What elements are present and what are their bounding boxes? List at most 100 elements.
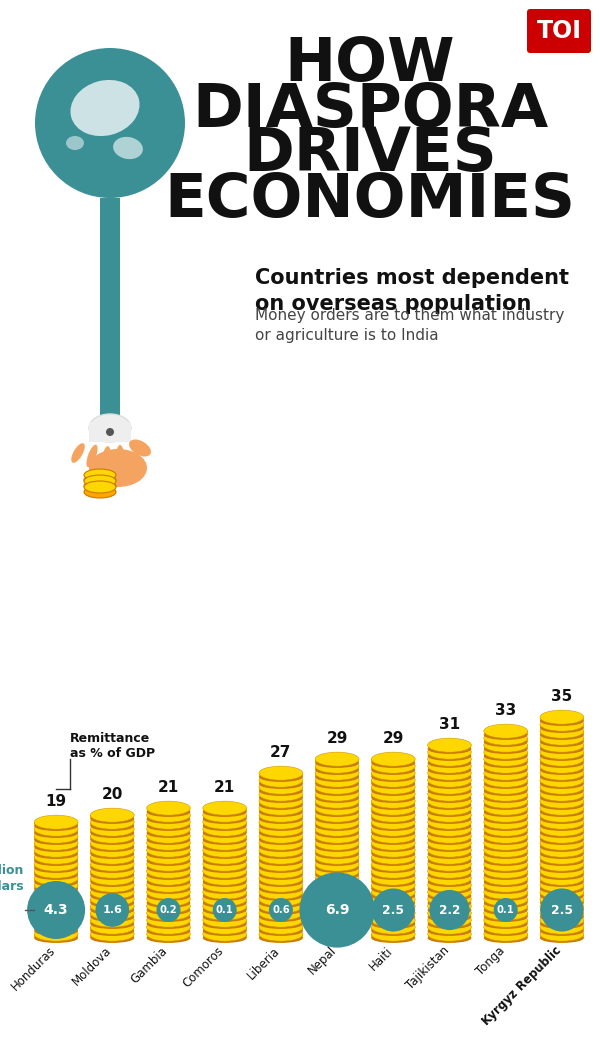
Ellipse shape: [371, 773, 415, 787]
Ellipse shape: [428, 815, 472, 824]
Ellipse shape: [540, 933, 584, 943]
Bar: [428, 865, 472, 868]
Bar: [428, 878, 472, 882]
Ellipse shape: [146, 815, 190, 824]
Ellipse shape: [484, 773, 527, 787]
Ellipse shape: [484, 751, 527, 761]
Bar: [34, 878, 78, 882]
Bar: [484, 871, 527, 875]
Ellipse shape: [146, 856, 190, 866]
Ellipse shape: [315, 780, 359, 794]
Bar: [34, 899, 78, 903]
Ellipse shape: [484, 850, 527, 865]
Ellipse shape: [371, 772, 415, 782]
Bar: [371, 822, 415, 826]
Ellipse shape: [371, 759, 415, 773]
Ellipse shape: [84, 469, 116, 481]
Ellipse shape: [91, 828, 134, 838]
Ellipse shape: [428, 884, 472, 894]
Ellipse shape: [146, 906, 190, 920]
Ellipse shape: [259, 898, 303, 907]
Bar: [91, 914, 134, 917]
Bar: [259, 773, 303, 777]
Bar: [34, 892, 78, 896]
Ellipse shape: [540, 835, 584, 845]
Bar: [540, 899, 584, 903]
Bar: [484, 767, 527, 770]
Bar: [203, 878, 247, 882]
Ellipse shape: [91, 891, 134, 901]
Ellipse shape: [203, 856, 247, 866]
Ellipse shape: [315, 829, 359, 843]
Circle shape: [157, 898, 181, 922]
Ellipse shape: [259, 780, 303, 794]
Bar: [371, 794, 415, 798]
Ellipse shape: [484, 898, 527, 907]
Ellipse shape: [371, 926, 415, 936]
Bar: [91, 906, 134, 909]
Bar: [540, 836, 584, 840]
Bar: [203, 886, 247, 889]
Ellipse shape: [259, 856, 303, 866]
Bar: [315, 829, 359, 833]
Ellipse shape: [371, 822, 415, 836]
Ellipse shape: [146, 933, 190, 943]
Ellipse shape: [428, 793, 472, 803]
Bar: [315, 801, 359, 805]
Ellipse shape: [34, 842, 78, 852]
Ellipse shape: [259, 836, 303, 850]
Ellipse shape: [371, 892, 415, 906]
Ellipse shape: [203, 912, 247, 922]
Ellipse shape: [371, 865, 415, 878]
Ellipse shape: [146, 829, 190, 843]
Ellipse shape: [101, 446, 110, 469]
Ellipse shape: [34, 828, 78, 838]
Ellipse shape: [146, 871, 190, 886]
Bar: [34, 850, 78, 854]
Text: 2.2: 2.2: [439, 903, 460, 917]
Ellipse shape: [146, 898, 190, 907]
Ellipse shape: [428, 829, 472, 843]
Ellipse shape: [259, 816, 303, 829]
Ellipse shape: [484, 877, 527, 887]
Bar: [484, 829, 527, 833]
Ellipse shape: [315, 926, 359, 936]
Ellipse shape: [146, 891, 190, 901]
Ellipse shape: [315, 877, 359, 887]
Ellipse shape: [484, 767, 527, 780]
Ellipse shape: [484, 857, 527, 871]
Ellipse shape: [259, 767, 303, 780]
Bar: [540, 780, 584, 784]
Bar: [371, 767, 415, 770]
Bar: [259, 935, 303, 938]
Bar: [89, 422, 131, 442]
Bar: [315, 927, 359, 931]
Ellipse shape: [315, 912, 359, 922]
Ellipse shape: [315, 927, 359, 941]
Ellipse shape: [315, 766, 359, 775]
Ellipse shape: [91, 905, 134, 915]
Ellipse shape: [315, 801, 359, 816]
Ellipse shape: [34, 843, 78, 857]
Bar: [540, 731, 584, 735]
Ellipse shape: [86, 444, 98, 467]
Ellipse shape: [371, 891, 415, 901]
Bar: [371, 808, 415, 812]
Bar: [315, 843, 359, 847]
Ellipse shape: [91, 815, 134, 824]
Ellipse shape: [203, 836, 247, 850]
Ellipse shape: [315, 793, 359, 803]
Ellipse shape: [259, 891, 303, 901]
Ellipse shape: [84, 474, 116, 486]
Ellipse shape: [540, 745, 584, 759]
Bar: [315, 808, 359, 812]
Ellipse shape: [259, 807, 303, 817]
Bar: [315, 857, 359, 862]
Ellipse shape: [34, 898, 78, 907]
Bar: [484, 914, 527, 917]
Ellipse shape: [540, 898, 584, 907]
Ellipse shape: [91, 836, 134, 850]
Ellipse shape: [315, 808, 359, 822]
Ellipse shape: [428, 745, 472, 759]
Ellipse shape: [540, 828, 584, 838]
